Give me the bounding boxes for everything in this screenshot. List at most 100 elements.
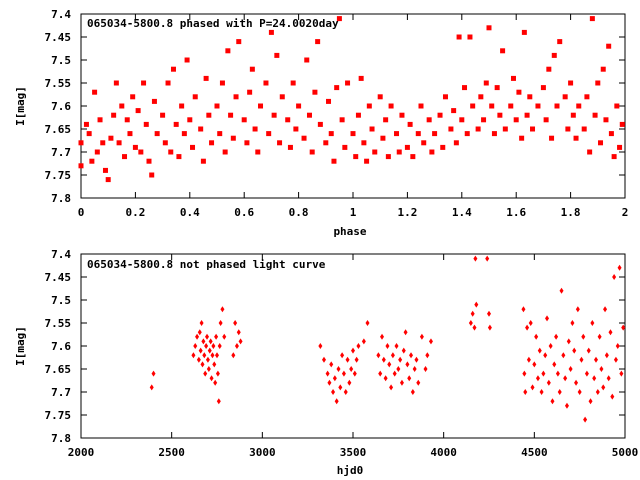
phased-data-point <box>225 48 231 54</box>
phased-data-point <box>312 89 318 95</box>
phased-data-point <box>247 89 253 95</box>
phased-y-tick-label: 7.55 <box>45 77 72 90</box>
unphased-data-point <box>392 370 397 377</box>
phased-data-point <box>589 16 595 22</box>
phased-data-point <box>138 149 144 155</box>
phased-data-point <box>426 117 432 123</box>
phased-data-point <box>549 135 555 141</box>
unphased-data-point <box>564 402 569 409</box>
phased-data-point <box>102 167 108 173</box>
unphased-data-point <box>615 343 620 349</box>
unphased-data-point <box>191 352 196 359</box>
unphased-data-point <box>617 264 622 271</box>
phased-data-point <box>418 103 424 109</box>
unphased-data-point <box>327 379 332 386</box>
unphased-data-point <box>217 343 222 349</box>
unphased-data-point <box>522 370 527 377</box>
unphased-data-point <box>383 375 388 382</box>
phased-data-point <box>244 140 250 146</box>
phased-data-point <box>83 121 89 127</box>
unphased-data-point <box>338 384 343 391</box>
unphased-data-point <box>204 343 209 349</box>
unphased-data-point <box>385 343 390 349</box>
phased-data-point <box>315 39 321 45</box>
unphased-data-point <box>416 379 421 386</box>
unphased-data-point <box>361 338 366 345</box>
unphased-data-point <box>332 375 337 382</box>
unphased-data-point <box>554 333 559 340</box>
phased-data-point <box>543 117 549 123</box>
phased-data-point <box>219 80 225 86</box>
phased-data-point <box>478 94 484 100</box>
phased-data-point <box>554 103 560 109</box>
phased-data-point <box>252 126 258 132</box>
phased-data-point <box>160 112 166 118</box>
unphased-data-point <box>619 370 624 377</box>
phased-data-point <box>263 80 269 86</box>
unphased-x-axis-label: hjd0 <box>337 464 364 477</box>
phased-data-point <box>524 112 530 118</box>
phased-data-point <box>462 85 468 91</box>
unphased-data-point <box>151 370 156 377</box>
unphased-data-point <box>211 343 216 349</box>
phased-data-point <box>483 80 489 86</box>
unphased-data-point <box>343 389 348 395</box>
phased-ticks: 0 0.2 0.4 0.6 0.8 1 1.2 1.4 1.6 1.8 2 7.4 7.45 7.5 7.5… <box>45 8 629 219</box>
unphased-data-point <box>214 333 219 340</box>
unphased-data-point <box>341 370 346 377</box>
phased-data-point <box>94 149 100 155</box>
unphased-data-point <box>613 356 618 363</box>
unphased-data-point <box>376 352 381 359</box>
phased-data-point <box>372 149 378 155</box>
phased-data-point <box>584 94 590 100</box>
phased-data-point <box>510 75 516 81</box>
phased-y-tick-label: 7.6 <box>51 100 71 113</box>
phased-data-point <box>603 117 609 123</box>
phased-data-point <box>568 80 574 86</box>
unphased-data-point <box>234 343 239 349</box>
phased-data-point <box>342 144 348 150</box>
phased-data-point <box>268 29 274 35</box>
unphased-y-tick-label: 7.65 <box>45 363 72 376</box>
phased-data-point <box>173 121 179 127</box>
unphased-data-point <box>410 389 415 395</box>
unphased-data-point <box>218 320 223 326</box>
phased-data-point <box>179 103 185 109</box>
unphased-y-tick-label: 7.4 <box>51 248 71 261</box>
phased-data-point <box>570 112 576 118</box>
unphased-y-tick-label: 7.6 <box>51 340 71 353</box>
unphased-data-point <box>199 320 204 326</box>
unphased-data-point <box>559 287 564 294</box>
phased-x-tick-label: 1 <box>350 206 357 219</box>
phased-x-tick-label: 0 <box>78 206 85 219</box>
phased-data-point <box>122 154 128 160</box>
phased-data-point <box>154 131 160 137</box>
unphased-data-points <box>149 255 626 423</box>
phased-data-point <box>162 140 168 146</box>
unphased-data-point <box>525 324 530 331</box>
unphased-data-point <box>473 255 478 262</box>
phased-data-point <box>306 112 312 118</box>
phased-data-point <box>222 149 228 155</box>
phased-data-point <box>209 140 215 146</box>
phased-data-point <box>617 144 623 150</box>
phased-data-point <box>407 121 413 127</box>
unphased-data-point <box>606 375 611 382</box>
phased-data-point <box>358 75 364 81</box>
unphased-x-tick-label: 2000 <box>68 446 95 459</box>
phased-data-point <box>606 43 612 49</box>
unphased-data-point <box>206 366 211 372</box>
unphased-data-point <box>325 370 330 377</box>
unphased-data-point <box>608 329 613 336</box>
unphased-data-point <box>233 320 238 326</box>
phased-data-point <box>448 126 454 132</box>
phased-data-point <box>317 121 323 127</box>
unphased-data-point <box>603 306 608 313</box>
phased-data-point <box>486 25 492 31</box>
unphased-data-point <box>378 370 383 377</box>
unphased-data-point <box>203 370 208 377</box>
unphased-x-tick-label: 3000 <box>249 446 276 459</box>
phased-x-tick-label: 1.4 <box>452 206 472 219</box>
unphased-data-point <box>205 333 210 340</box>
unphased-data-point <box>351 347 355 354</box>
